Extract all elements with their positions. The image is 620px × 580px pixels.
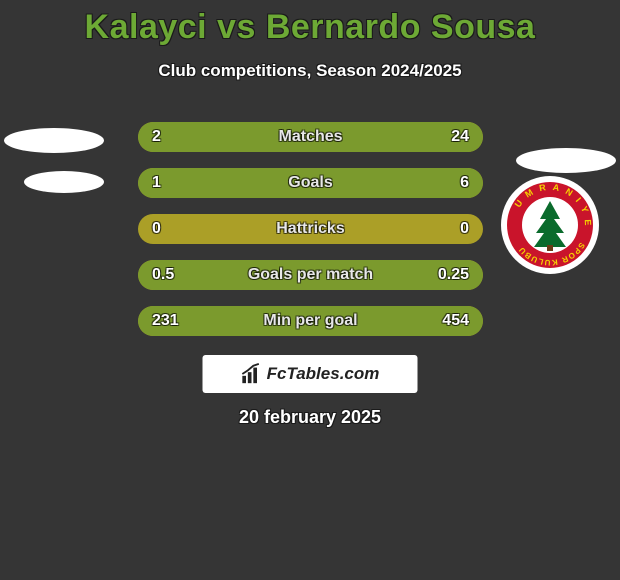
club-logo-umraniye: U M R A N I Y E SPOR KULUBU [500, 175, 600, 275]
placeholder-ellipse [24, 171, 104, 193]
bar-label: Min per goal [138, 306, 483, 336]
bar-value-right: 0 [460, 214, 469, 244]
player-badge-left [4, 110, 104, 210]
bar-row-gpm: 0.5 Goals per match 0.25 [138, 260, 483, 290]
bar-row-goals: 1 Goals 6 [138, 168, 483, 198]
placeholder-ellipse [4, 128, 104, 153]
bar-label: Goals per match [138, 260, 483, 290]
bar-row-hattricks: 0 Hattricks 0 [138, 214, 483, 244]
bar-value-right: 6 [460, 168, 469, 198]
bar-value-right: 0.25 [438, 260, 469, 290]
bar-value-right: 454 [442, 306, 469, 336]
placeholder-ellipse [516, 148, 616, 173]
stat-bars: 2 Matches 24 1 Goals 6 0 Hattricks 0 0.5… [138, 122, 483, 336]
comparison-card: Kalayci vs Bernardo Sousa Club competiti… [0, 0, 620, 580]
page-title: Kalayci vs Bernardo Sousa [0, 0, 620, 47]
date-label: 20 february 2025 [0, 407, 620, 428]
bar-row-matches: 2 Matches 24 [138, 122, 483, 152]
bar-label: Goals [138, 168, 483, 198]
bar-row-mpg: 231 Min per goal 454 [138, 306, 483, 336]
fctables-label: FcTables.com [267, 364, 380, 384]
page-subtitle: Club competitions, Season 2024/2025 [0, 61, 620, 81]
fctables-watermark: FcTables.com [203, 355, 418, 393]
bar-value-right: 24 [451, 122, 469, 152]
bars-icon [241, 363, 263, 385]
bar-label: Hattricks [138, 214, 483, 244]
bar-label: Matches [138, 122, 483, 152]
